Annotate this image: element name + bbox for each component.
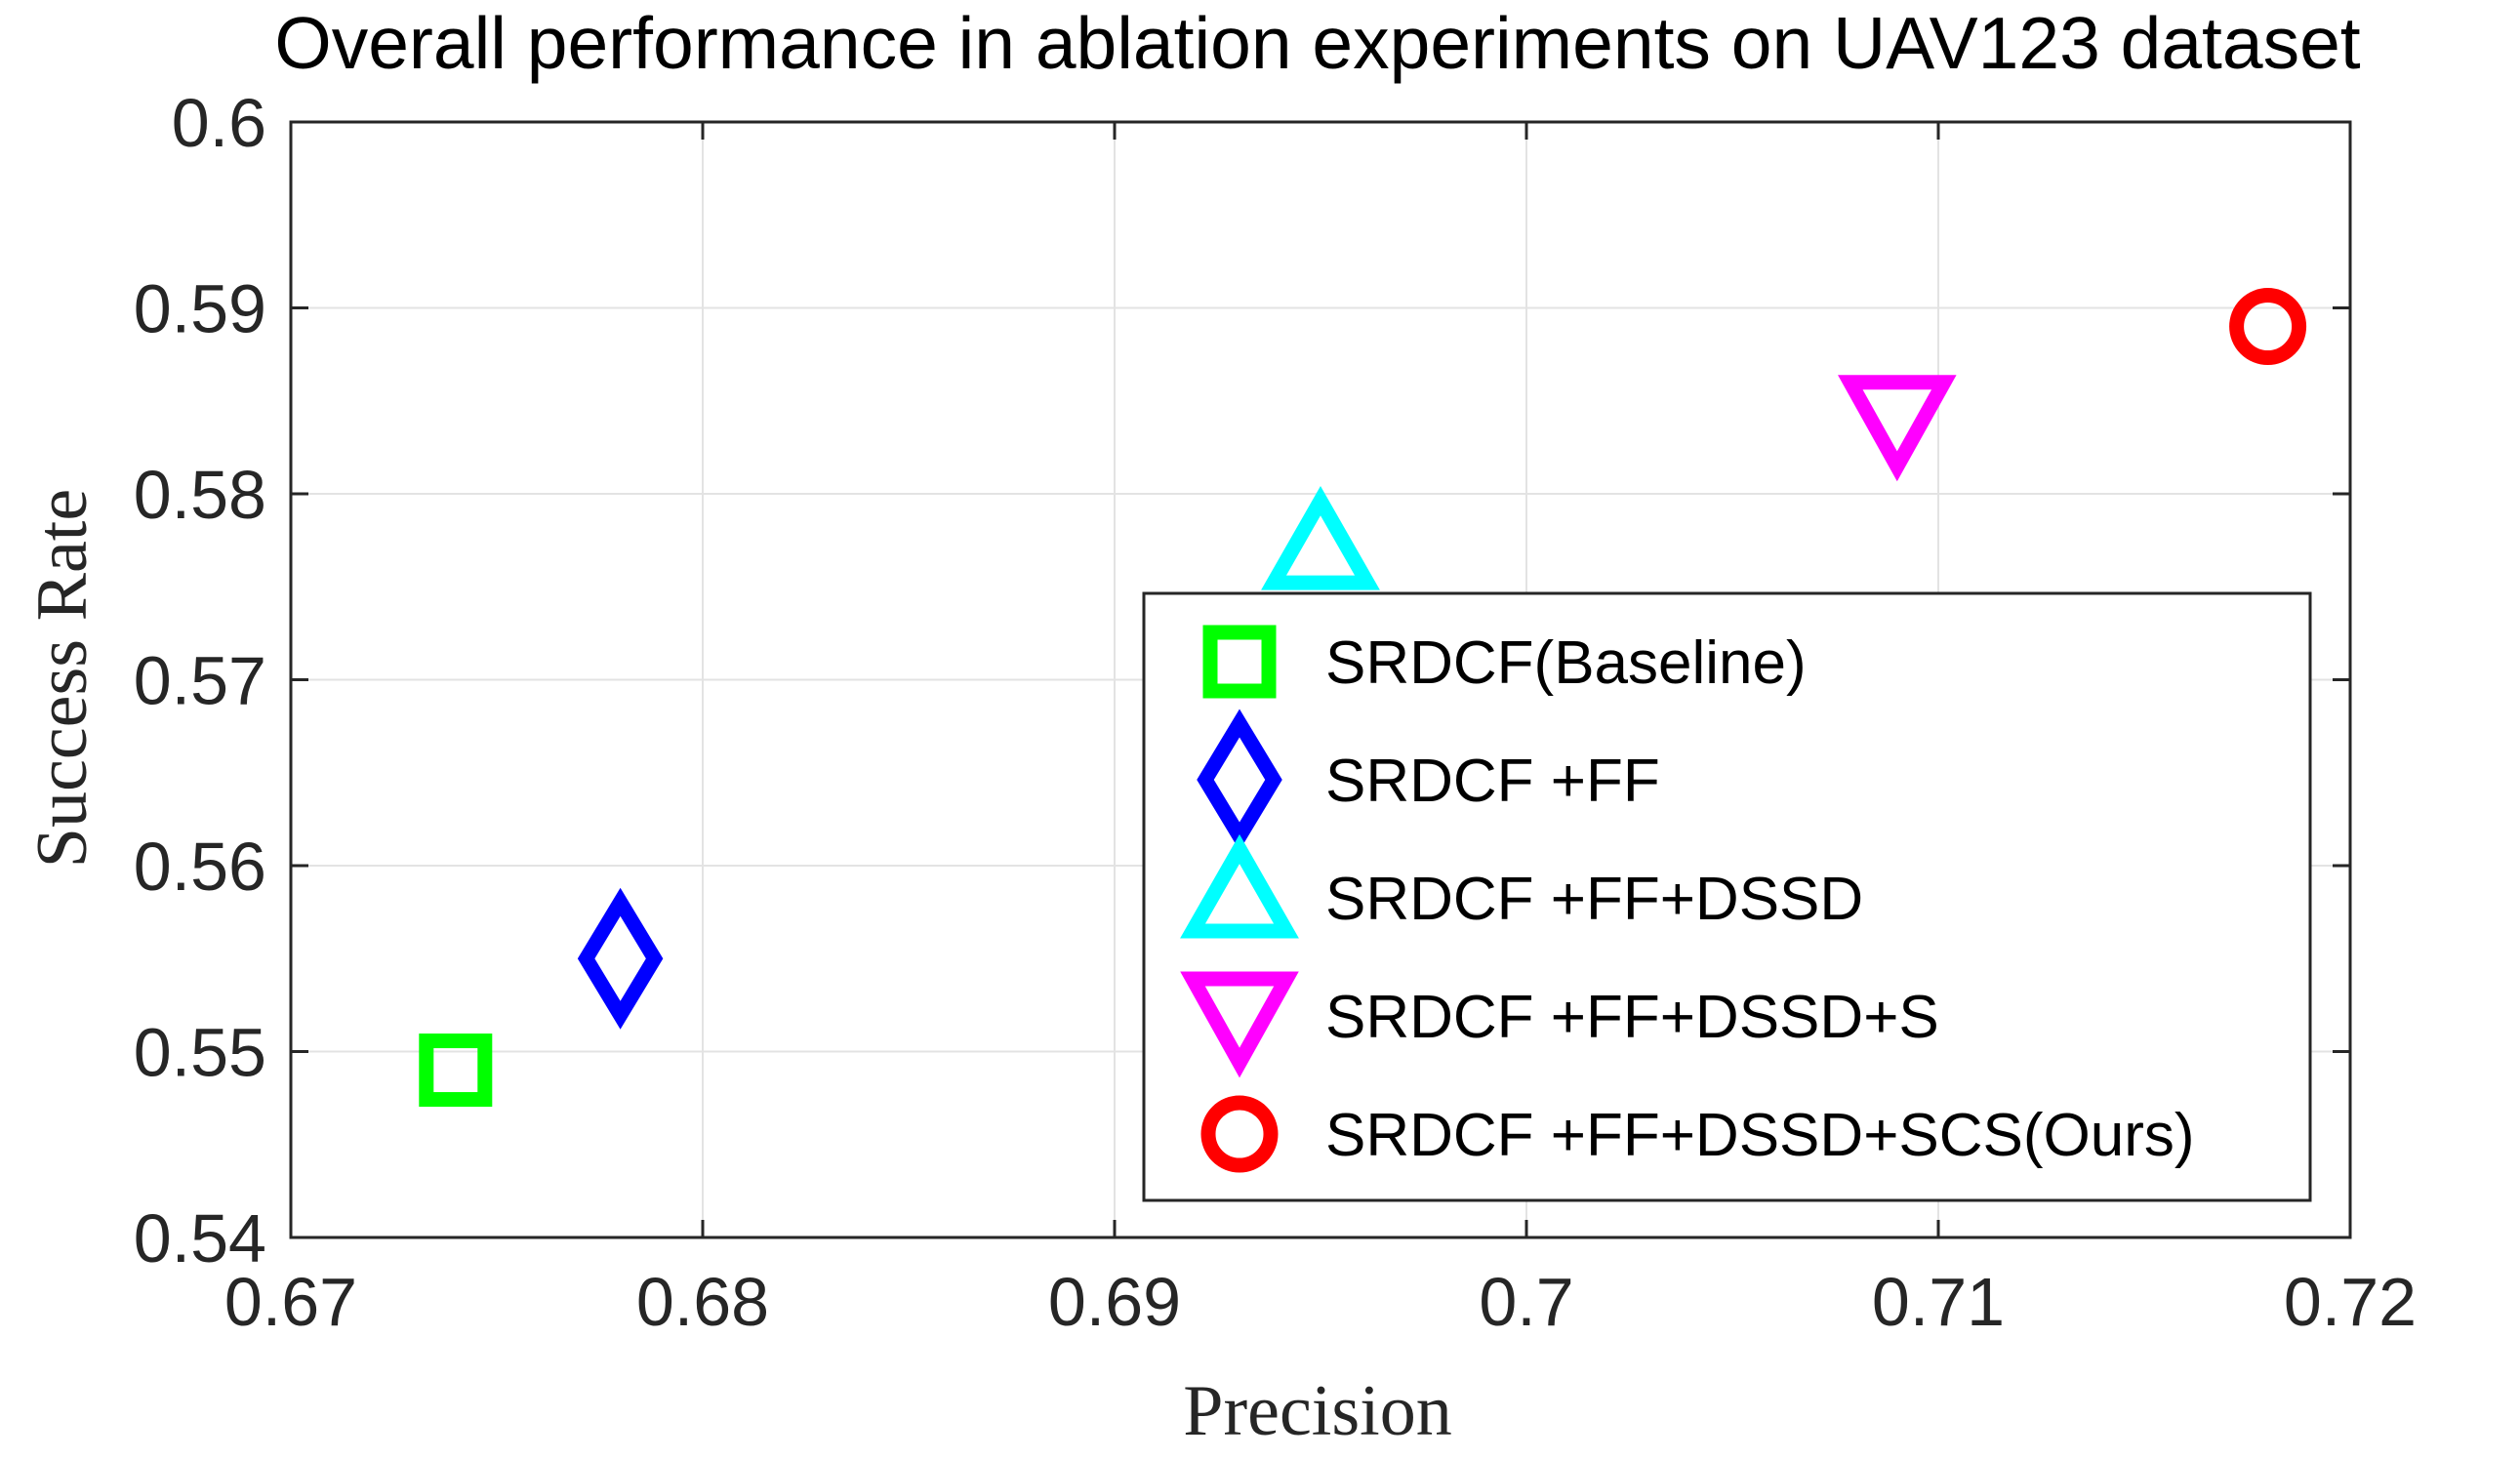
y-tick-label: 0.55 — [134, 1015, 266, 1091]
x-axis-label: Precision — [1183, 1371, 1451, 1451]
legend: SRDCF(Baseline) SRDCF +FF SRDCF +FF+DSSD SR… — [1142, 591, 2312, 1202]
legend-label: SRDCF(Baseline) — [1325, 629, 1807, 697]
y-tick-label: 0.59 — [134, 271, 266, 347]
x-tick-label: 0.69 — [1048, 1264, 1181, 1340]
legend-label: SRDCF +FF — [1325, 748, 1660, 815]
data-point-circle — [2229, 288, 2307, 366]
legend-marker-triangle-down — [1180, 971, 1299, 1078]
y-axis-ticks: 0.54 0.55 0.56 0.57 0.58 0.59 0.6 — [134, 85, 2350, 1277]
x-tick-label: 0.67 — [224, 1264, 357, 1340]
y-tick-label: 0.57 — [134, 643, 266, 719]
y-tick-label: 0.54 — [134, 1200, 266, 1277]
data-point-square — [419, 1033, 493, 1108]
x-tick-label: 0.68 — [636, 1264, 769, 1340]
y-tick-label: 0.6 — [172, 85, 266, 161]
chart-title: Overall performance in ablation experime… — [274, 2, 2360, 84]
data-point-triangle-up — [1261, 486, 1380, 590]
legend-label: SRDCF +FF+DSSD+SCS(Ours) — [1325, 1102, 2195, 1169]
data-point-diamond — [577, 887, 664, 1030]
y-tick-label: 0.58 — [134, 457, 266, 533]
y-tick-label: 0.56 — [134, 829, 266, 905]
legend-label: SRDCF +FF+DSSD+S — [1325, 984, 1939, 1051]
legend-marker-square — [1202, 625, 1277, 699]
legend-marker-circle — [1200, 1095, 1279, 1173]
x-tick-label: 0.72 — [2284, 1264, 2417, 1340]
data-points — [419, 288, 2307, 1108]
x-tick-label: 0.71 — [1872, 1264, 2005, 1340]
x-axis-ticks: 0.67 0.68 0.69 0.7 0.71 0.72 — [224, 122, 2417, 1340]
legend-box — [1142, 591, 2312, 1202]
y-axis-label: Success Rate — [22, 489, 102, 868]
x-tick-label: 0.7 — [1479, 1264, 1573, 1340]
legend-label: SRDCF +FF+DSSD — [1325, 866, 1863, 933]
data-point-triangle-down — [1838, 375, 1957, 482]
legend-marker-triangle-up — [1180, 833, 1299, 939]
legend-entries: SRDCF(Baseline) SRDCF +FF SRDCF +FF+DSSD SR… — [1180, 625, 2195, 1173]
